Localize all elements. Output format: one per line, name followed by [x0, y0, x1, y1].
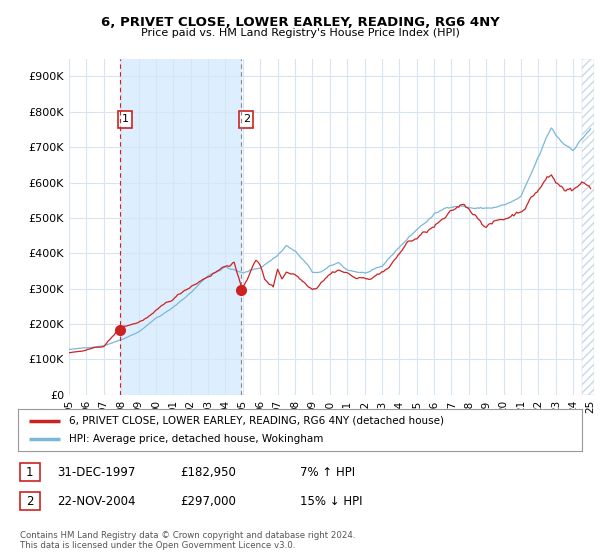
Text: 7% ↑ HPI: 7% ↑ HPI	[300, 465, 355, 479]
Text: 1: 1	[26, 465, 34, 479]
Bar	[120, 59, 241, 395]
Text: 15% ↓ HPI: 15% ↓ HPI	[300, 494, 362, 508]
Text: Price paid vs. HM Land Registry's House Price Index (HPI): Price paid vs. HM Land Registry's House …	[140, 28, 460, 38]
Text: 2: 2	[243, 114, 250, 124]
Text: £297,000: £297,000	[180, 494, 236, 508]
Text: 6, PRIVET CLOSE, LOWER EARLEY, READING, RG6 4NY (detached house): 6, PRIVET CLOSE, LOWER EARLEY, READING, …	[69, 416, 444, 426]
Text: 6, PRIVET CLOSE, LOWER EARLEY, READING, RG6 4NY: 6, PRIVET CLOSE, LOWER EARLEY, READING, …	[101, 16, 499, 29]
Text: 2: 2	[26, 494, 34, 508]
Text: Contains HM Land Registry data © Crown copyright and database right 2024.
This d: Contains HM Land Registry data © Crown c…	[20, 531, 355, 550]
Text: 1: 1	[121, 114, 128, 124]
Text: £182,950: £182,950	[180, 465, 236, 479]
Bar	[582, 59, 594, 395]
Text: HPI: Average price, detached house, Wokingham: HPI: Average price, detached house, Woki…	[69, 434, 323, 444]
Text: 31-DEC-1997: 31-DEC-1997	[57, 465, 136, 479]
Text: 22-NOV-2004: 22-NOV-2004	[57, 494, 136, 508]
